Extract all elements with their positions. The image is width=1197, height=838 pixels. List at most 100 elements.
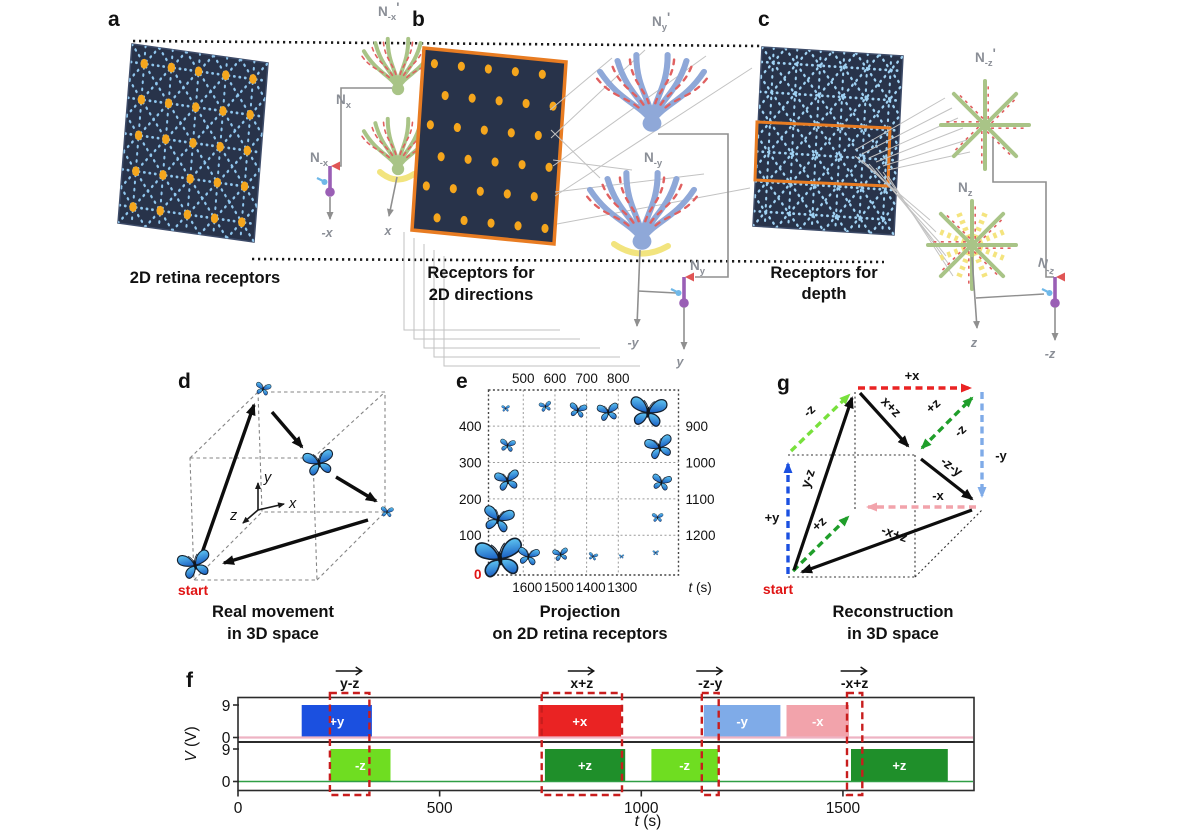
lattice-line <box>118 61 268 225</box>
tick-left: 300 <box>459 455 482 470</box>
label-arrow-negy: -y <box>627 336 639 350</box>
stimulus-dot <box>464 154 472 164</box>
caption-g-line2: in 3D space <box>847 625 939 643</box>
lattice-line <box>854 51 902 118</box>
receptor-dot <box>246 109 254 120</box>
lattice-line <box>125 50 188 117</box>
lattice-line <box>753 209 896 222</box>
lattice-line <box>119 185 147 229</box>
stimulus-dot <box>530 192 538 202</box>
projection-line-bottom <box>251 257 885 264</box>
receptor-dot <box>132 166 140 177</box>
vector-overline-head <box>715 666 724 676</box>
xtick-label: 0 <box>234 800 243 817</box>
vector-boxes: y-z x+z -z-y -x+z <box>328 666 868 797</box>
lattice-line <box>126 96 265 119</box>
lattice-line <box>757 48 811 109</box>
receptor-dot <box>222 70 230 81</box>
lattice-line <box>144 97 267 229</box>
butterfly <box>552 548 569 562</box>
panel-f: f +y +x -y -x -z +z -z +z 9 0 9 0 V (V) 0 500 100… <box>183 666 975 830</box>
pulse-+y <box>301 705 372 738</box>
stimulus-dot <box>507 128 515 138</box>
label-arrow-x: x <box>384 224 393 238</box>
receptor-dot <box>194 66 203 77</box>
receptor-dot <box>167 62 176 73</box>
lattice-line <box>831 50 900 147</box>
star-neuron-z <box>928 201 1016 289</box>
lattice-line <box>753 53 881 198</box>
panel-letter-a: a <box>108 8 120 31</box>
label-n-y-out: Ny <box>690 258 706 277</box>
xtick-label: 1000 <box>624 800 659 817</box>
butterfly <box>651 474 672 491</box>
panel-letter-c: c <box>758 8 770 31</box>
receptor-dot <box>189 138 197 148</box>
pulse-label: +z <box>578 758 593 773</box>
tick-right: 1100 <box>686 492 715 507</box>
projected-butterflies <box>475 396 675 578</box>
stimulus-dot <box>534 130 542 141</box>
start-label-g: start <box>763 581 794 597</box>
tick-bottom: 1300 <box>607 580 637 595</box>
lattice-line <box>759 75 872 235</box>
pulse--z <box>330 749 391 782</box>
label-arrow-y: y <box>676 355 685 369</box>
butterfly <box>475 538 525 579</box>
f-xaxis: 0 500 1000 1500 <box>234 790 861 817</box>
vector-label-pz-right: +z <box>923 395 944 416</box>
stimulus-dot <box>484 64 492 74</box>
lattice-line <box>869 203 897 235</box>
receptive-field-box <box>753 120 892 188</box>
vector-label-nz-topleft: -z <box>800 401 818 420</box>
panel-a: a 2D retina receptors N-x' Nx N-x -x x <box>108 0 640 367</box>
axis-label-z: z <box>229 508 238 524</box>
ytick-0-bottom: 0 <box>222 774 231 791</box>
lattice-line <box>763 47 775 229</box>
butterfly <box>255 382 272 396</box>
ytick-9-bottom: 9 <box>222 742 231 759</box>
stimulus-dot <box>449 184 457 194</box>
panel-letter-e: e <box>456 370 468 393</box>
e-xlabel: t (s) <box>689 580 712 595</box>
time-ticks-e: 500 1600 600 1500 700 1400 800 1300 400 900 300 100… <box>459 371 716 595</box>
pulse--y <box>703 705 781 738</box>
stimulus-dot <box>426 120 434 130</box>
lattice-line <box>775 84 903 229</box>
stimulus-dot <box>441 90 449 101</box>
f-xlabel: t (s) <box>635 813 662 830</box>
panel-b: b Receptors for 2D directions Ny' N-y Ny… <box>410 8 753 369</box>
lattice-line <box>753 54 903 228</box>
output-neuron-y <box>669 270 696 310</box>
vector-overline-head <box>587 666 596 676</box>
tick-top: 700 <box>575 371 598 386</box>
caption-b-line2: 2D directions <box>429 286 534 304</box>
butterfly <box>588 552 598 561</box>
axes-d: y x z <box>229 470 297 524</box>
butterfly <box>597 403 620 422</box>
stimulus-dot <box>430 59 438 69</box>
axon-z <box>971 256 980 329</box>
orange-frame-b <box>410 46 568 246</box>
lattice-line <box>239 59 256 242</box>
stimulus-dot <box>422 181 430 191</box>
stimulus-dot <box>433 213 441 223</box>
tick-right: 1200 <box>686 528 716 543</box>
receptor-dot <box>219 106 227 116</box>
projection-plane-lines <box>132 39 885 264</box>
vector-box-label: y-z <box>340 675 359 691</box>
ytick-9-top: 9 <box>222 698 231 715</box>
receptor-dot <box>192 102 200 113</box>
wire-c <box>992 138 1054 278</box>
xtick-label: 500 <box>427 800 453 817</box>
vector-box <box>328 691 371 797</box>
caption-d-line2: in 3D space <box>227 625 319 643</box>
vector-label-nz-right: -z <box>951 421 969 440</box>
lattice-line <box>787 47 799 230</box>
pulse--z <box>651 749 718 782</box>
lattice-line <box>759 47 787 79</box>
butterfly <box>499 439 515 452</box>
stimulus-dot <box>437 152 445 162</box>
vector-label-ny: -y <box>995 448 1007 463</box>
lattice-line <box>822 144 900 232</box>
